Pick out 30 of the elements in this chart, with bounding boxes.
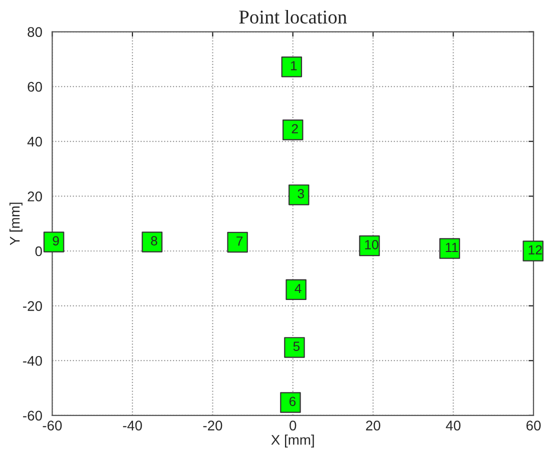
y-tick-label: -20 [23,301,42,311]
x-tick-label: 0 [290,420,296,430]
annotation: 11 [446,242,458,252]
annotation: 12 [528,245,542,254]
x-tick-label: 40 [446,420,460,430]
chart-title: Point location [239,10,347,24]
y-axis-title: Y [mm] [10,202,22,246]
y-tick-label: 20 [28,192,42,202]
y-tick-label: 80 [28,27,42,37]
y-tick-label: -40 [23,356,42,366]
x-tick-label: -60 [42,420,62,430]
x-tick-label: 60 [526,420,541,430]
y-tick-label: 60 [28,82,42,92]
annotation: 4 [294,284,302,294]
x-tick-label: -20 [203,420,222,430]
annotation: 1 [291,61,297,70]
x-axis-title: X [mm] [271,434,314,448]
y-tick-label: 40 [27,136,42,147]
annotation: 7 [236,236,243,246]
x-tick-label: 20 [366,420,380,430]
y-tick-label: 0 [35,246,42,256]
annotation: 10 [365,240,378,250]
annotation: 6 [289,396,296,406]
annotation: 9 [52,236,59,246]
annotation: 8 [151,236,158,246]
annotation: 3 [298,189,304,198]
annotation: 2 [292,124,298,134]
y-tick-label: -60 [23,410,42,421]
x-tick-label: -40 [123,420,142,430]
annotation: 5 [293,342,300,351]
